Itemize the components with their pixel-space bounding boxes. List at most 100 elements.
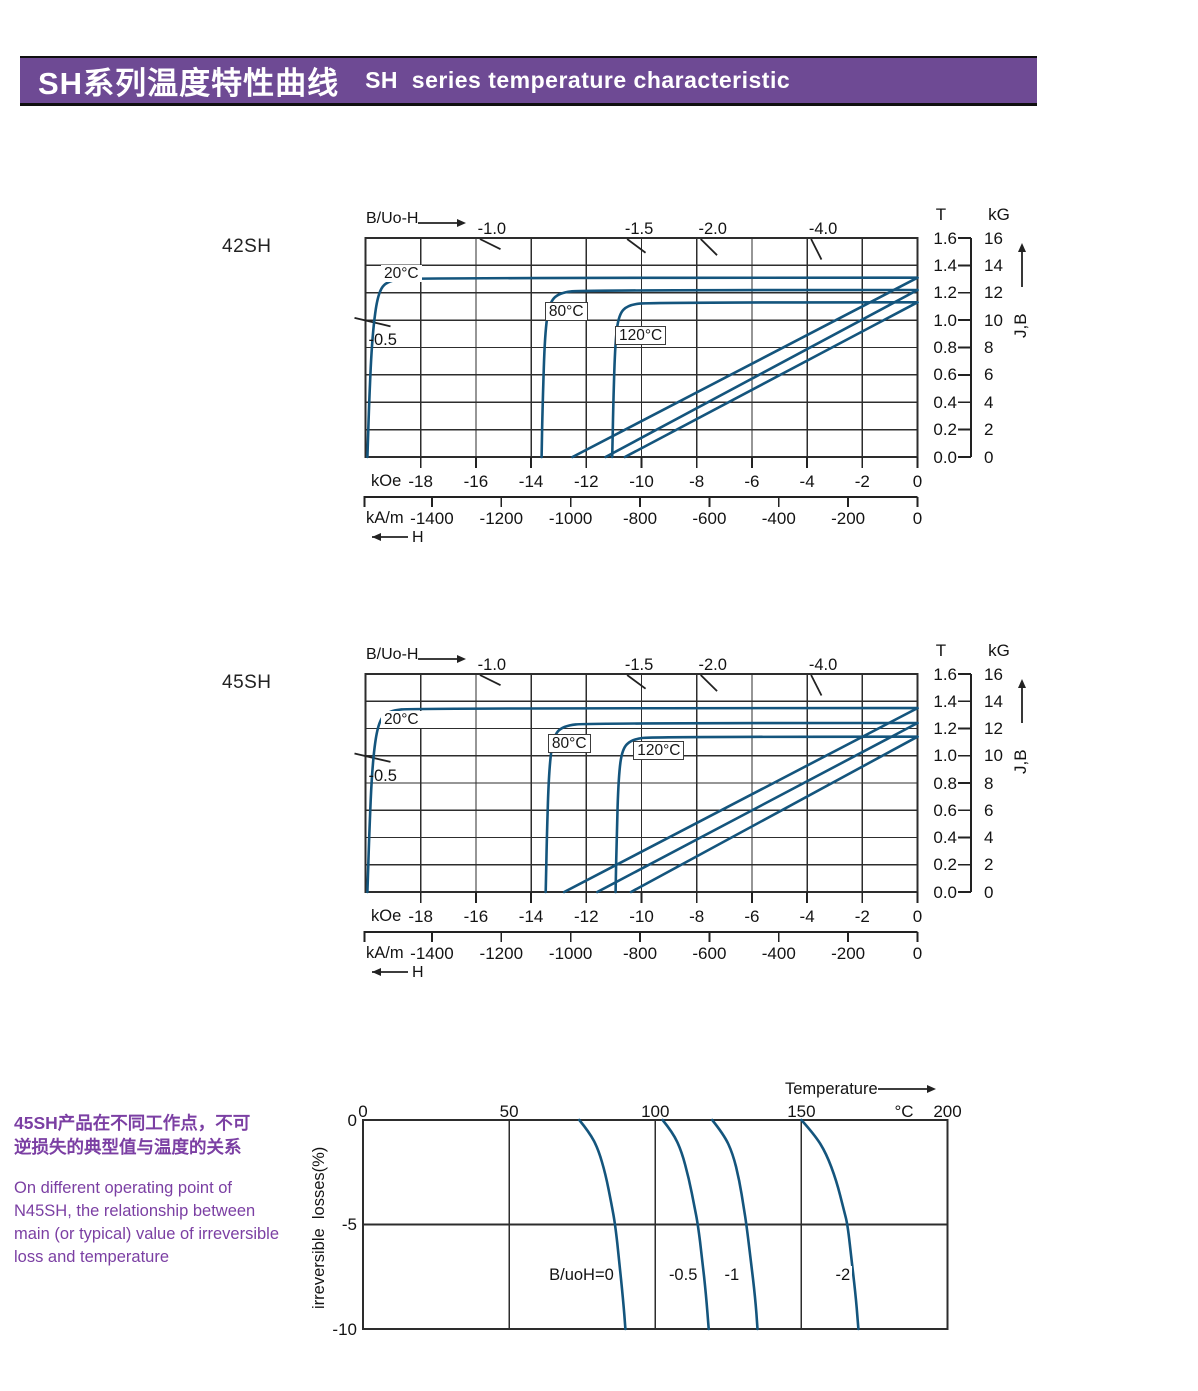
- t-tick-1.6-42sh: 1.6: [933, 228, 957, 248]
- t-tick-0.0-45sh: 0.0: [933, 882, 957, 902]
- kam-tick-0-42sh: 0: [912, 509, 923, 528]
- jb-axis-label-45sh: J,B: [1011, 749, 1030, 774]
- kg-tick-2-45sh: 2: [984, 855, 994, 875]
- kam-tick--400-42sh: -400: [761, 509, 796, 528]
- t-tick-0.2-42sh: 0.2: [933, 420, 957, 440]
- kam-tick--1000-42sh: -1000: [548, 509, 593, 528]
- axis-note-45sh: B/Uo-H: [366, 646, 419, 663]
- page-title-zh: SH系列温度特性曲线: [38, 66, 340, 101]
- kg-tick-0-42sh: 0: [984, 447, 994, 467]
- page-title-en: SH series temperature characteristic: [365, 67, 791, 93]
- koe-tick--16-45sh: -16: [463, 906, 489, 926]
- kg-axis-title-42sh: kG: [988, 205, 1010, 224]
- kam-tick--1200-42sh: -1200: [479, 509, 524, 528]
- load-line-label--1.5-45sh: -1.5: [624, 656, 654, 674]
- t-axis-title-45sh: T: [935, 641, 947, 660]
- kg-tick-12-45sh: 12: [984, 719, 1003, 738]
- kam-unit-42sh: kA/m: [366, 509, 404, 527]
- loss-curve-label-B/uoH=0: B/uoH=0: [547, 1266, 616, 1286]
- temperature-axis-title: Temperature: [785, 1080, 878, 1098]
- koe-tick--4-42sh: -4: [799, 471, 815, 491]
- koe-tick--2-42sh: -2: [854, 471, 870, 491]
- t-tick-0.6-45sh: 0.6: [933, 800, 957, 820]
- kam-tick--600-45sh: -600: [692, 944, 727, 963]
- koe-tick--6-42sh: -6: [744, 471, 760, 491]
- h-axis-label-42sh: H: [412, 528, 424, 546]
- kg-tick-12-42sh: 12: [984, 283, 1003, 303]
- loss-curve-label--2: -2: [833, 1266, 853, 1286]
- curve-label-20°C-42sh: 20°C: [380, 265, 422, 283]
- load-line-label--0.5-42sh: -0.5: [368, 331, 397, 350]
- load-line-label--1.0-45sh: -1.0: [477, 656, 507, 674]
- loss-tick--5: -5: [341, 1215, 357, 1234]
- kg-tick-10-45sh: 10: [984, 746, 1003, 766]
- t-tick-1.2-45sh: 1.2: [933, 719, 957, 738]
- koe-unit-45sh: kOe: [371, 906, 402, 925]
- t-tick-0.8-45sh: 0.8: [933, 773, 957, 793]
- loss-chart: [362, 1085, 949, 1331]
- load-line-label--4.0-42sh: -4.0: [808, 220, 838, 238]
- load-line-label--2.0-45sh: -2.0: [698, 656, 727, 674]
- koe-tick--8-42sh: -8: [689, 471, 705, 491]
- celsius-unit-label: °C: [894, 1102, 914, 1121]
- koe-tick--14-45sh: -14: [518, 906, 544, 926]
- koe-tick--6-45sh: -6: [744, 906, 760, 926]
- koe-tick-0-45sh: 0: [912, 906, 923, 926]
- koe-tick--14-42sh: -14: [518, 471, 544, 491]
- koe-unit-42sh: kOe: [371, 471, 402, 490]
- koe-tick--12-45sh: -12: [574, 906, 599, 926]
- chart-42sh-title: 42SH: [222, 236, 272, 257]
- t-tick-0.0-42sh: 0.0: [933, 447, 957, 467]
- side-note-en: On different operating point of N45SH, t…: [14, 1179, 280, 1266]
- kam-tick--1200-45sh: -1200: [479, 944, 524, 963]
- kg-tick-8-42sh: 8: [984, 338, 994, 357]
- loss-tick--10: -10: [332, 1319, 357, 1339]
- load-line-label--2.0-42sh: -2.0: [698, 220, 727, 238]
- kg-tick-2-42sh: 2: [984, 420, 994, 440]
- side-note-zh: 45SH产品在不同工作点，不可 逆损失的典型值与温度的关系: [14, 1113, 251, 1157]
- temp-tick-150: 150: [787, 1102, 816, 1121]
- t-tick-1.4-42sh: 1.4: [933, 255, 957, 275]
- koe-tick--10-42sh: -10: [629, 471, 654, 491]
- h-axis-label-45sh: H: [412, 963, 424, 981]
- loss-curve-label--1: -1: [722, 1266, 742, 1286]
- axis-note-42sh: B/Uo-H: [366, 210, 419, 227]
- koe-tick--2-45sh: -2: [854, 906, 870, 926]
- koe-tick--18-45sh: -18: [408, 906, 433, 926]
- t-axis-title-42sh: T: [935, 205, 947, 224]
- kam-tick--400-45sh: -400: [761, 944, 796, 963]
- koe-tick--10-45sh: -10: [629, 906, 654, 926]
- kg-tick-14-45sh: 14: [984, 691, 1003, 711]
- temp-tick-0: 0: [358, 1102, 368, 1121]
- kam-tick-0-45sh: 0: [912, 944, 923, 963]
- t-tick-1.0-45sh: 1.0: [933, 746, 957, 766]
- koe-tick--8-45sh: -8: [689, 906, 705, 926]
- kam-tick--200-45sh: -200: [831, 944, 866, 963]
- kam-tick--800-42sh: -800: [623, 509, 658, 528]
- koe-tick-0-42sh: 0: [912, 471, 923, 491]
- kam-tick--1400-42sh: -1400: [410, 509, 454, 528]
- kg-tick-0-45sh: 0: [984, 882, 994, 902]
- t-tick-0.4-42sh: 0.4: [933, 392, 957, 412]
- kg-tick-8-45sh: 8: [984, 773, 994, 793]
- kam-tick--800-45sh: -800: [623, 944, 658, 963]
- t-tick-1.0-42sh: 1.0: [933, 310, 957, 330]
- t-tick-0.6-42sh: 0.6: [933, 365, 957, 385]
- kg-tick-16-42sh: 16: [984, 228, 1003, 248]
- load-line-label--1.5-42sh: -1.5: [624, 220, 654, 238]
- kam-tick--600-42sh: -600: [692, 509, 727, 528]
- load-line-label--0.5-45sh: -0.5: [368, 766, 397, 785]
- koe-tick--18-42sh: -18: [408, 471, 433, 491]
- temp-tick-200: 200: [933, 1102, 962, 1121]
- koe-tick--16-42sh: -16: [463, 471, 489, 491]
- jb-axis-label-42sh: J,B: [1011, 313, 1030, 338]
- curve-label-120°C-42sh: 120°C: [615, 326, 667, 345]
- demag-chart-45sh: [354, 655, 1026, 976]
- kam-unit-45sh: kA/m: [366, 944, 404, 962]
- koe-tick--12-42sh: -12: [574, 471, 599, 491]
- loss-curve-label--0.5: -0.5: [666, 1266, 700, 1286]
- kam-tick--1400-45sh: -1400: [410, 944, 454, 963]
- temp-tick-50: 50: [499, 1102, 519, 1121]
- kam-tick--200-42sh: -200: [831, 509, 866, 528]
